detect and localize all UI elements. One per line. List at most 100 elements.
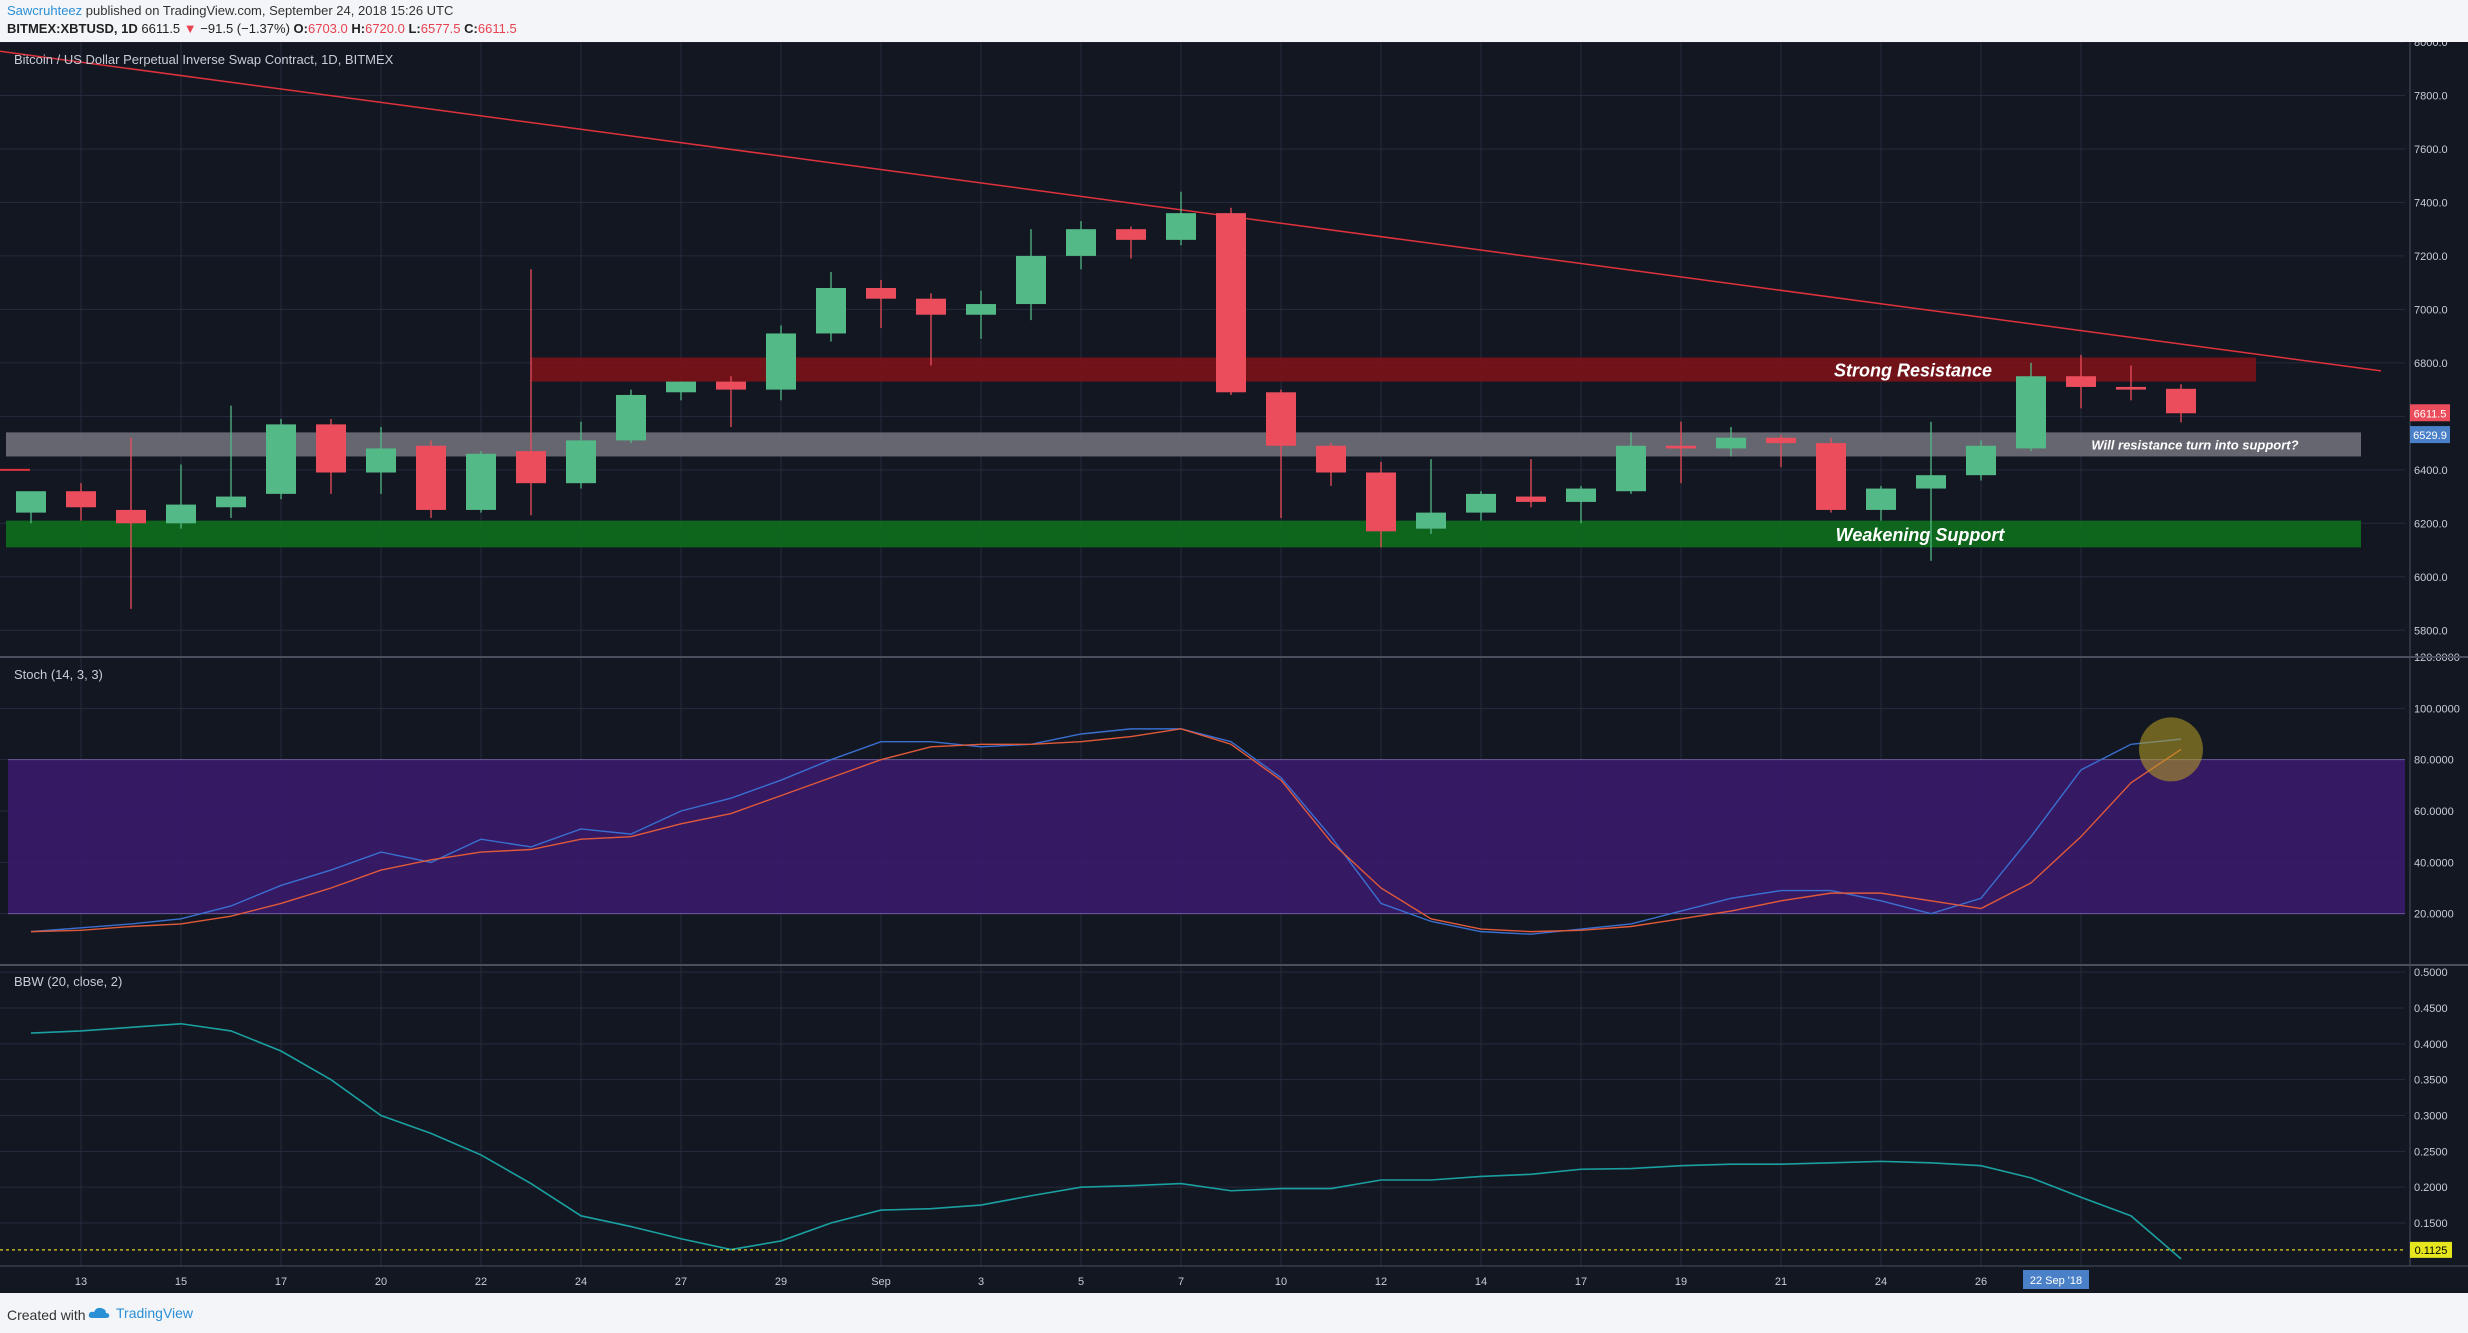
bbw-axis-tick-label: 0.4500 bbox=[2414, 1003, 2448, 1015]
candle-body bbox=[666, 381, 696, 393]
time-axis-label: 5 bbox=[1078, 1276, 1084, 1288]
time-axis-label: 17 bbox=[1575, 1276, 1587, 1288]
candle-body bbox=[2016, 376, 2046, 449]
price-tag bbox=[2410, 404, 2450, 422]
cloud-logo-icon bbox=[88, 1307, 110, 1318]
price-axis-tick-label: 7200.0 bbox=[2414, 251, 2448, 263]
tradingview-link[interactable]: TradingView bbox=[88, 1305, 193, 1321]
published-text: published on TradingView.com, September … bbox=[85, 3, 454, 18]
zone-middle bbox=[6, 432, 2361, 457]
zone-resistance bbox=[531, 357, 2256, 382]
axes: 5800.06000.06200.06400.06600.06800.07000… bbox=[0, 42, 2468, 1289]
author-link[interactable]: Sawcruhteez bbox=[7, 3, 83, 18]
bbw-axis-tick-label: 0.3000 bbox=[2414, 1111, 2448, 1123]
time-axis-label: 20 bbox=[375, 1276, 387, 1288]
candle-body bbox=[516, 451, 546, 484]
candle-body bbox=[2166, 388, 2196, 414]
footer: Created with TradingView bbox=[0, 1293, 2468, 1333]
main-pane-title: Bitcoin / US Dollar Perpetual Inverse Sw… bbox=[14, 52, 394, 67]
time-axis-label: 26 bbox=[1975, 1276, 1987, 1288]
price-axis-tick-label: 6800.0 bbox=[2414, 358, 2448, 370]
candle-body bbox=[1216, 213, 1246, 393]
candle-body bbox=[216, 496, 246, 508]
candle-body bbox=[1616, 445, 1646, 492]
highlight-circle bbox=[2139, 717, 2203, 782]
candle-body bbox=[266, 424, 296, 494]
ohlc-legend: BITMEX:XBTUSD, 1D 6611.5 ▼ −91.5 (−1.37%… bbox=[7, 21, 517, 36]
low-value: 6577.5 bbox=[420, 21, 461, 36]
chart-canvas[interactable]: Strong Resistance Will resistance turn in… bbox=[0, 42, 2468, 1293]
candle-body bbox=[1066, 229, 1096, 256]
bbw-axis-tick-label: 0.1500 bbox=[2414, 1218, 2448, 1230]
candle-body bbox=[116, 509, 146, 524]
trendline[interactable] bbox=[0, 42, 2382, 372]
low-label: L: bbox=[408, 21, 421, 36]
stoch-axis-tick-label: 20.0000 bbox=[2414, 909, 2454, 921]
candle-body bbox=[1966, 445, 1996, 476]
open-label: O: bbox=[293, 21, 308, 36]
open-value: 6703.0 bbox=[307, 21, 348, 36]
high-value: 6720.0 bbox=[365, 21, 405, 36]
strong-resistance-label: Strong Resistance bbox=[1834, 361, 1992, 381]
stoch-band bbox=[8, 759, 2405, 914]
created-with-text: Created with bbox=[7, 1307, 86, 1323]
tradingview-label: TradingView bbox=[116, 1305, 194, 1321]
candle-body bbox=[1916, 475, 1946, 489]
candle-body bbox=[616, 394, 646, 441]
trendline-line bbox=[0, 50, 2382, 372]
zones bbox=[6, 357, 2361, 548]
time-axis-label: 22 bbox=[475, 1276, 487, 1288]
price-tag-label: 6611.5 bbox=[2414, 408, 2447, 420]
stoch-axis-tick-label: 100.0000 bbox=[2414, 703, 2460, 715]
symbol-label: BITMEX:XBTUSD, 1D bbox=[7, 21, 138, 36]
publish-info: Sawcruhteez published on TradingView.com… bbox=[7, 3, 453, 18]
time-axis-label: Sep bbox=[871, 1276, 891, 1288]
candle-body bbox=[166, 504, 196, 524]
high-label: H: bbox=[351, 21, 366, 36]
time-axis-label: 19 bbox=[1675, 1276, 1687, 1288]
stoch-axis-tick-label: 60.0000 bbox=[2414, 806, 2454, 818]
time-axis-label: 21 bbox=[1775, 1276, 1787, 1288]
middle-zone-label: Will resistance turn into support? bbox=[2091, 437, 2298, 452]
time-axis-label: 10 bbox=[1275, 1276, 1287, 1288]
weakening-support-label: Weakening Support bbox=[1836, 525, 2006, 545]
candle-body bbox=[2116, 386, 2146, 390]
stoch-line-d bbox=[30, 728, 2182, 933]
price-axis-tick-label: 6400.0 bbox=[2414, 465, 2448, 477]
price-axis-tick-label: 6200.0 bbox=[2414, 518, 2448, 530]
candle-body bbox=[316, 424, 346, 473]
date-marker-label: 22 Sep '18 bbox=[2030, 1275, 2082, 1287]
price-axis-tick-label: 7000.0 bbox=[2414, 304, 2448, 316]
price-tag-label: 6529.9 bbox=[2413, 430, 2447, 442]
time-axis-label: 12 bbox=[1375, 1276, 1387, 1288]
time-axis-label: 15 bbox=[175, 1276, 187, 1288]
stoch-axis-tick-label: 40.0000 bbox=[2414, 857, 2454, 869]
candle-body bbox=[1566, 488, 1596, 502]
close-label: C: bbox=[464, 21, 478, 36]
candle-body bbox=[16, 491, 46, 513]
stoch-axis-tick-label: 80.0000 bbox=[2414, 755, 2454, 767]
candle-body bbox=[1666, 445, 1696, 449]
candle-body bbox=[366, 448, 396, 473]
candle-body bbox=[2066, 376, 2096, 387]
candle-body bbox=[866, 288, 896, 299]
time-axis-label: 24 bbox=[575, 1276, 587, 1288]
bbw-pane-title: BBW (20, close, 2) bbox=[14, 974, 122, 989]
price-axis-tick-label: 8000.0 bbox=[2414, 42, 2448, 49]
candle-body bbox=[566, 440, 596, 484]
price-axis-tick-label: 7800.0 bbox=[2414, 90, 2448, 102]
bbw-axis-tick-label: 0.3500 bbox=[2414, 1075, 2448, 1087]
time-axis-label: 14 bbox=[1475, 1276, 1487, 1288]
stoch-pane-title: Stoch (14, 3, 3) bbox=[14, 667, 103, 682]
candle-body bbox=[1866, 488, 1896, 510]
candle-body bbox=[1416, 512, 1446, 529]
candle-body bbox=[766, 333, 796, 390]
time-axis-label: 17 bbox=[275, 1276, 287, 1288]
date-marker bbox=[2023, 1270, 2089, 1289]
candle-body bbox=[1366, 472, 1396, 532]
candle-body bbox=[66, 491, 96, 508]
time-axis-label: 24 bbox=[1875, 1276, 1887, 1288]
candle-body bbox=[1016, 255, 1046, 305]
bbw-pane bbox=[0, 1022, 2405, 1260]
chart-header: Sawcruhteez published on TradingView.com… bbox=[0, 0, 2468, 42]
